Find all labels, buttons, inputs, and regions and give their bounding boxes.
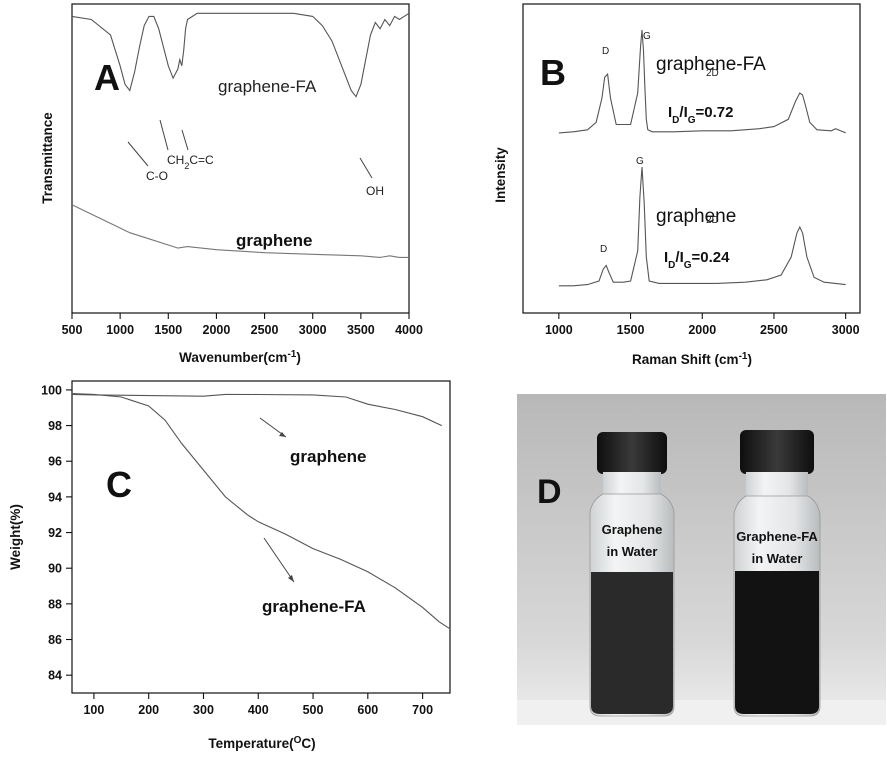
- panel-b-frame: [522, 3, 861, 314]
- panel-a-x-tick-label-1000: 1000: [106, 323, 134, 337]
- panel-b-x-tick-label-2000: 2000: [688, 323, 716, 337]
- panel-d-letter: D: [537, 473, 562, 511]
- panel-b-series-graphene-fa: [558, 29, 846, 134]
- bottle-graphene-neck: [603, 472, 661, 494]
- panel-c-series-graphene: [71, 393, 443, 427]
- panel-c-graphene-fa-arrowhead: [288, 575, 294, 582]
- panel-b-x-tick-label-1500: 1500: [617, 323, 645, 337]
- photo-tabletop: [517, 700, 886, 725]
- panel-a-x-label: Wavenumber(cm-1): [179, 349, 301, 366]
- panel-b-bottom-g-label: G: [636, 156, 644, 167]
- panel-c-series-bottom-label: graphene-FA: [262, 597, 366, 616]
- panel-a-x-tick-label-1500: 1500: [154, 323, 182, 337]
- panel-a-series-graphene: [71, 204, 409, 258]
- panel-a: 500 1000 1500 2000 2500 3000 3500 4000 A graphe…: [40, 3, 423, 366]
- panel-a-frame: [71, 3, 410, 314]
- panel-b-series-bottom-label: graphene: [656, 206, 736, 227]
- panel-c-x-tick-label-100: 100: [83, 703, 104, 717]
- panel-a-co-label: C-O: [146, 169, 168, 183]
- panel-c-curves: [71, 392, 451, 630]
- panel-c-letter: C: [106, 464, 132, 505]
- panel-b-x-label: Raman Shift (cm-1): [632, 351, 752, 368]
- panel-b-x-tick-label-2500: 2500: [760, 323, 788, 337]
- panel-a-x-tick-label-500: 500: [62, 323, 83, 337]
- panel-a-curves: [71, 12, 410, 258]
- panel-a-x-tick-label-3000: 3000: [299, 323, 327, 337]
- panel-a-series-bottom-label: graphene: [236, 231, 313, 250]
- panel-a-series-top-label: graphene-FA: [218, 77, 317, 96]
- panel-b-curves: [558, 29, 846, 287]
- panel-a-ch2-label: CH2C=C: [167, 153, 214, 171]
- panel-a-y-label: Transmittance: [40, 112, 55, 204]
- panel-c-y-tick-label-100: 100: [41, 383, 62, 397]
- panel-b-y-label: Intensity: [493, 147, 508, 203]
- bottle-graphene-label-line2: in Water: [607, 544, 658, 559]
- panel-c-y-tick-label-84: 84: [48, 669, 62, 683]
- bottle-graphene-fa-liquid: [735, 571, 819, 714]
- panel-a-ch2-pointer: [159, 119, 169, 151]
- panel-a-oh-label: OH: [366, 184, 384, 198]
- bottle-graphene-label-line1: Graphene: [602, 522, 663, 537]
- panel-b-top-d-label: D: [602, 46, 609, 57]
- panel-b-ratio-top: ID/IG=0.72: [668, 104, 734, 126]
- panel-a-cc-pointer: [181, 129, 189, 151]
- panel-c-y-label: Weight(%): [8, 504, 23, 570]
- panel-c-y-tick-label-86: 86: [48, 633, 62, 647]
- bottle-graphene-fa-cap: [740, 430, 814, 474]
- panel-b-bottom-2d-label: 2D: [706, 215, 719, 226]
- panel-a-x-ticks: 500 1000 1500 2000 2500 3000 3500 4000: [62, 313, 423, 337]
- panel-b-top-g-label: G: [643, 31, 651, 42]
- panel-a-x-tick-label-3500: 3500: [347, 323, 375, 337]
- panel-c-x-label: Temperature(OC): [208, 735, 315, 752]
- panel-b-series-top-label: graphene-FA: [656, 54, 766, 75]
- panel-c-graphene-arrowhead: [279, 432, 286, 437]
- panel-b-series-graphene: [558, 166, 846, 287]
- panel-a-co-pointer: [127, 141, 149, 167]
- panel-a-x-tick-label-4000: 4000: [395, 323, 423, 337]
- panel-c-y-tick-label-88: 88: [48, 597, 62, 611]
- panel-c-series-top-label: graphene: [290, 447, 367, 466]
- panel-a-series-graphene-fa: [71, 12, 410, 98]
- panel-c-frame: [71, 380, 451, 694]
- panel-b-letter: B: [540, 52, 566, 93]
- bottle-graphene-fa-label-line2: in Water: [752, 551, 803, 566]
- panel-b-x-tick-label-3000: 3000: [832, 323, 860, 337]
- photo-background: [517, 394, 886, 725]
- panel-c-y-tick-label-96: 96: [48, 455, 62, 469]
- bottle-graphene-fa-label-line1: Graphene-FA: [736, 529, 818, 544]
- panel-b-bottom-d-label: D: [600, 244, 607, 255]
- panel-a-x-tick-label-2500: 2500: [251, 323, 279, 337]
- panel-c-x-tick-label-400: 400: [248, 703, 269, 717]
- panel-c-x-tick-label-600: 600: [357, 703, 378, 717]
- panel-b: 1000 1500 2000 2500 3000 B graphene-FA graph…: [493, 3, 861, 368]
- panel-c-x-tick-label-500: 500: [303, 703, 324, 717]
- panel-b-top-2d-label: 2D: [706, 68, 719, 79]
- panel-c-series-graphene-fa: [71, 392, 451, 630]
- panel-b-x-ticks: 1000 1500 2000 2500 3000: [545, 313, 860, 337]
- panel-c-x-tick-label-300: 300: [193, 703, 214, 717]
- panel-a-x-tick-label-2000: 2000: [203, 323, 231, 337]
- panel-b-x-tick-label-1000: 1000: [545, 323, 573, 337]
- panel-c-graphene-fa-arrow: [263, 537, 295, 583]
- panel-b-ratio-bottom: ID/IG=0.24: [664, 249, 730, 271]
- panel-c-y-tick-label-98: 98: [48, 419, 62, 433]
- bottle-graphene: Graphene in Water: [589, 432, 675, 717]
- bottle-graphene-liquid: [591, 572, 673, 714]
- panel-a-oh-pointer: [359, 157, 373, 179]
- panel-c-y-tick-label-94: 94: [48, 490, 62, 504]
- bottle-graphene-fa-neck: [746, 472, 808, 496]
- panel-c-y-tick-label-90: 90: [48, 562, 62, 576]
- bottle-graphene-fa: Graphene-FA in Water: [733, 430, 821, 717]
- panel-c-ticks: 100 200 300 400 500 600 700 84 86 88 90 92 94 96 98 100: [41, 383, 433, 717]
- panel-c: 100 200 300 400 500 600 7008486889092949698100…: [8, 380, 451, 752]
- panel-c-x-tick-label-200: 200: [138, 703, 159, 717]
- panel-c-y-tick-label-92: 92: [48, 526, 62, 540]
- panel-d: D Graphene in Water Graphene-FA in Water: [517, 394, 886, 725]
- bottle-graphene-cap: [597, 432, 667, 474]
- panel-c-x-tick-label-700: 700: [412, 703, 433, 717]
- panel-a-letter: A: [94, 57, 120, 98]
